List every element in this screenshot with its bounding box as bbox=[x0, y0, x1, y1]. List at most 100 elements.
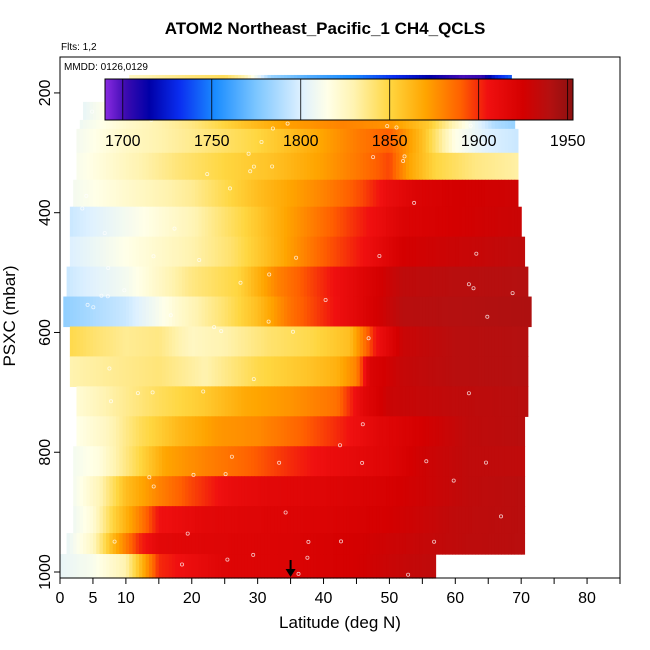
heat-cell bbox=[290, 296, 295, 328]
heat-cell bbox=[517, 416, 522, 447]
heat-cell bbox=[484, 476, 489, 507]
track-point bbox=[466, 282, 471, 287]
heat-cell bbox=[287, 206, 292, 238]
heat-cell bbox=[116, 356, 120, 387]
heat-cell bbox=[508, 266, 512, 298]
heat-cell bbox=[175, 152, 180, 181]
heat-cell bbox=[270, 236, 275, 268]
heat-cell bbox=[86, 236, 91, 268]
heat-cell bbox=[379, 416, 384, 447]
heat-cell bbox=[280, 206, 285, 238]
heat-cell bbox=[369, 554, 374, 579]
heat-cell bbox=[86, 101, 91, 121]
heat-cell bbox=[102, 416, 107, 447]
track-point bbox=[283, 510, 288, 515]
heat-cell bbox=[139, 128, 143, 154]
heat-cell bbox=[96, 554, 101, 579]
heat-cell bbox=[92, 554, 97, 579]
heat-cell bbox=[359, 554, 364, 579]
heat-cell bbox=[106, 356, 111, 387]
heat-cell bbox=[521, 236, 526, 268]
heat-cell bbox=[442, 326, 447, 358]
heat-cell bbox=[73, 179, 78, 208]
heat-cell bbox=[270, 119, 275, 130]
heat-cell bbox=[165, 554, 170, 579]
heat-cell bbox=[102, 326, 107, 358]
heat-cell bbox=[297, 476, 302, 507]
heat-cell bbox=[274, 533, 279, 555]
heat-cell bbox=[442, 506, 447, 534]
track-point bbox=[294, 255, 299, 260]
heat-cell bbox=[524, 356, 529, 387]
flights-label: Flts: 1,2 bbox=[61, 42, 97, 53]
heat-cell bbox=[392, 326, 397, 358]
heat-cell bbox=[191, 119, 196, 130]
heat-cell bbox=[313, 476, 318, 507]
heat-cell bbox=[511, 476, 516, 507]
heat-cell bbox=[405, 326, 410, 358]
heat-cell bbox=[175, 533, 180, 555]
heat-cell bbox=[198, 533, 203, 555]
heat-cell bbox=[267, 296, 272, 328]
heat-cell bbox=[303, 554, 308, 579]
heat-cell bbox=[448, 266, 453, 298]
heat-cell bbox=[158, 266, 163, 298]
heat-cell bbox=[399, 533, 404, 555]
heat-cell bbox=[99, 506, 104, 534]
heat-cell bbox=[152, 386, 157, 417]
heat-cell bbox=[399, 128, 404, 154]
heat-cell bbox=[445, 296, 450, 328]
heat-cell bbox=[274, 179, 279, 208]
heat-cell bbox=[274, 128, 279, 154]
colorbar-gradient bbox=[104, 78, 574, 121]
heat-cell bbox=[168, 386, 173, 417]
heat-cell bbox=[402, 179, 407, 208]
heat-cell bbox=[79, 206, 84, 238]
heat-cell bbox=[307, 152, 311, 181]
heat-cell bbox=[135, 533, 140, 555]
heat-cell bbox=[139, 533, 143, 555]
heat-cell bbox=[132, 476, 137, 507]
heat-cell bbox=[274, 506, 279, 534]
heat-cell bbox=[112, 152, 117, 181]
heat-cell bbox=[102, 179, 107, 208]
heat-cell bbox=[399, 386, 404, 417]
heat-cell bbox=[92, 119, 97, 130]
track-point bbox=[197, 257, 202, 262]
heat-cell bbox=[204, 266, 209, 298]
heat-cell bbox=[343, 386, 348, 417]
heat-cell bbox=[300, 554, 305, 579]
heat-cell bbox=[307, 206, 311, 238]
heat-cell bbox=[336, 326, 341, 358]
heat-cell bbox=[267, 152, 272, 181]
heat-cell bbox=[349, 179, 354, 208]
heat-cell bbox=[260, 386, 265, 417]
heat-cell bbox=[491, 119, 496, 130]
heat-cell bbox=[208, 266, 213, 298]
heat-cell bbox=[198, 152, 203, 181]
heat-cell bbox=[448, 179, 453, 208]
heat-cell bbox=[274, 152, 279, 181]
heat-cell bbox=[376, 533, 381, 555]
heat-cell bbox=[323, 236, 328, 268]
track-point bbox=[85, 302, 90, 307]
heat-cell bbox=[412, 326, 417, 358]
heat-cell bbox=[333, 506, 338, 534]
heat-cell bbox=[369, 179, 374, 208]
heat-cell bbox=[392, 236, 397, 268]
heat-cell bbox=[399, 296, 404, 328]
heat-cell bbox=[478, 326, 483, 358]
heat-cell bbox=[290, 266, 295, 298]
heat-cell bbox=[412, 266, 417, 298]
heat-cell bbox=[142, 533, 147, 555]
heat-cell bbox=[168, 506, 173, 534]
heat-cell bbox=[142, 128, 147, 154]
heat-cell bbox=[274, 266, 279, 298]
heat-cell bbox=[488, 179, 493, 208]
heat-cell bbox=[461, 476, 466, 507]
heat-cell bbox=[122, 554, 127, 579]
heat-cell bbox=[455, 533, 460, 555]
heat-cell bbox=[478, 476, 483, 507]
heat-cell bbox=[142, 236, 147, 268]
heat-cell bbox=[244, 476, 249, 507]
